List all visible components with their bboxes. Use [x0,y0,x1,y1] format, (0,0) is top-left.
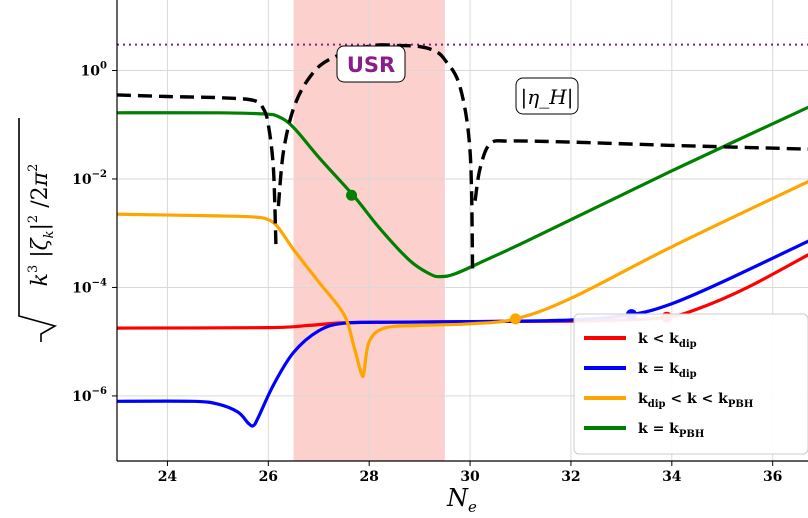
legend-label: k < kdip [638,331,697,350]
y-axis-ticks: 100 10−2 10−4 10−6 [72,61,117,405]
x-tick-label: 32 [561,469,580,485]
y-tick-label: 10−4 [72,277,107,296]
y-tick-label: 100 [81,61,107,80]
eta-annotation: |η_H| [515,77,579,115]
series-line [117,180,808,379]
y-tick-label: 10−2 [72,169,107,188]
usr-label: USR [336,45,406,83]
legend-label: k = kdip [638,361,697,380]
legend-label: k = kPBH [638,421,704,440]
legend-label: kdip < k < kPBH [638,391,753,410]
x-tick-label: 34 [662,469,682,485]
series-line [117,105,808,279]
series-marker [509,313,521,325]
eta-h-curve-segment [473,139,808,201]
x-tick-label: 26 [259,469,278,485]
eta-h-curve-segment [117,93,278,245]
legend: k < kdip k = kdip kdip < k < kPBH k = kPBH [573,313,808,455]
usr-label-box [336,45,406,83]
x-tick-label: 36 [763,469,782,485]
x-axis-ticks: 24 26 28 30 32 34 36 [158,461,782,485]
series-marker [346,189,358,201]
series-line [117,239,808,428]
eta-h-curve-segment [276,43,475,272]
usr-label-text: USR [347,53,395,77]
x-tick-label: 28 [359,469,378,485]
legend-box [573,313,808,455]
y-tick-label: 10−6 [72,386,107,405]
eta-annotation-text: |η_H| [521,85,574,110]
x-tick-label: 30 [460,469,480,485]
curves [117,43,808,428]
eta-annotation-box [515,77,579,115]
x-tick-label: 24 [158,469,178,485]
y-axis-label-sqrt-sign [18,118,58,342]
